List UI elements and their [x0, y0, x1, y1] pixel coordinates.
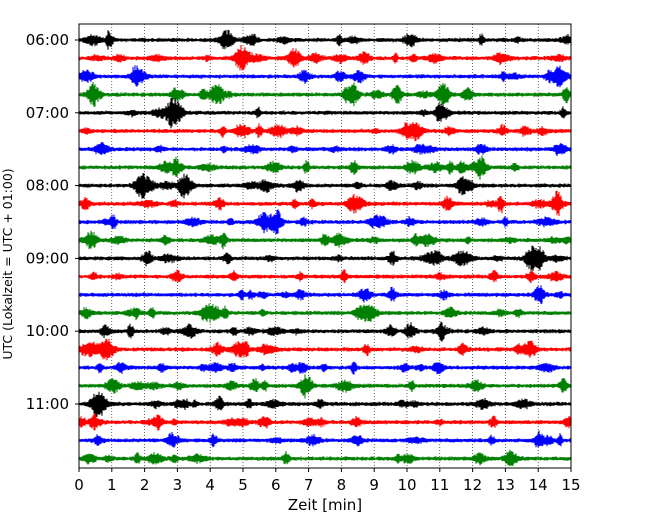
x-tick-label: 11	[430, 476, 449, 494]
x-tick-label: 12	[463, 476, 482, 494]
x-tick-label: 8	[337, 476, 347, 494]
x-tick-label: 7	[304, 476, 314, 494]
x-tick-label: 3	[173, 476, 183, 494]
x-tick-label: 10	[397, 476, 416, 494]
y-axis-label: UTC (Lokalzeit = UTC + 01:00)	[0, 168, 15, 359]
y-axis-ticks: 06:00 07:00 08:00 09:00 10:00 11:00	[26, 31, 79, 413]
x-tick-label: 1	[107, 476, 117, 494]
x-tick-label: 13	[496, 476, 515, 494]
x-tick-label: 14	[529, 476, 548, 494]
x-tick-label: 4	[205, 476, 215, 494]
x-tick-label: 2	[140, 476, 150, 494]
x-tick-label: 0	[74, 476, 84, 494]
x-tick-label: 15	[561, 476, 580, 494]
y-tick-label: 08:00	[26, 177, 69, 195]
plot-frame	[78, 23, 572, 469]
y-tick-label: 06:00	[26, 31, 69, 49]
x-axis-label: Zeit [min]	[288, 496, 362, 514]
y-tick-label: 07:00	[26, 104, 69, 122]
y-tick-label: 11:00	[26, 395, 69, 413]
x-axis-ticks: 0 1 2 3 4 5 6 7 8 9 10 11 12 13 14 15	[74, 468, 581, 494]
x-tick-label: 5	[238, 476, 248, 494]
y-tick-label: 10:00	[26, 322, 69, 340]
x-tick-label: 6	[271, 476, 281, 494]
y-tick-label: 09:00	[26, 249, 69, 267]
x-tick-label: 9	[369, 476, 379, 494]
